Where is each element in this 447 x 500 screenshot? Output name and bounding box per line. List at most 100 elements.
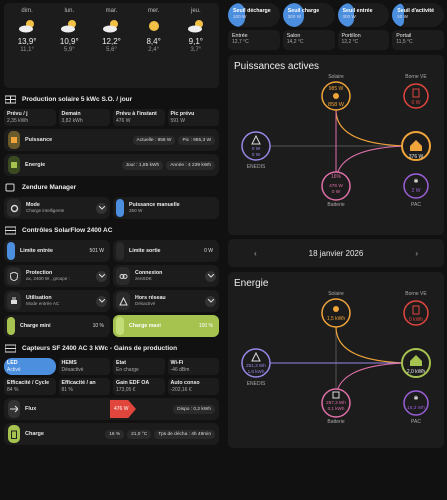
manual-power-slider[interactable]: Puissance manuelle 250 W — [113, 197, 219, 219]
weather-high: 10,9° — [59, 37, 79, 46]
cell-label: Demain — [61, 111, 81, 117]
plug-icon — [7, 292, 21, 310]
borne-ve-node[interactable]: Borne VE 0 kWh — [403, 291, 429, 326]
auto-conso-cell[interactable]: Auto conso -202,16 € — [167, 378, 219, 395]
cell-value: 591 W — [170, 117, 185, 124]
room-portillon[interactable]: Portillon 12,2 °C — [337, 30, 390, 50]
card-title: Puissances actives — [234, 61, 320, 72]
battery-node[interactable]: 16% 476 W 0 W Batterie — [321, 171, 351, 208]
pac-node[interactable]: ✱ 2 W PAC — [403, 173, 429, 208]
limite-entree-slider[interactable]: Limite entrée 501 W — [4, 240, 110, 262]
utilisation-select[interactable]: Utilisation Mode entrée AC — [4, 290, 110, 312]
weather-day-name: mer. — [147, 8, 160, 14]
enedis-node[interactable]: 0 W 0 W ENEDIS — [241, 131, 271, 170]
limite-sortie-slider[interactable]: Limite sortie 0 W — [113, 240, 219, 262]
sun-icon — [333, 93, 339, 99]
room-temp: 11,5 °C — [396, 39, 413, 45]
energie-bar[interactable]: Energie Jour : 1,85 kWh Année : 4 239 kW… — [4, 154, 219, 176]
cell-label: Wi-Fi — [170, 360, 184, 366]
weather-day: mar. 12,2° 5,6° — [93, 8, 129, 88]
slider-fill[interactable] — [7, 242, 15, 260]
charge-time-chip: Tps de décha : 4h 49min — [154, 429, 215, 439]
flux-bar[interactable]: Flux 476 W Dispo : 0,2 kWh — [4, 398, 219, 420]
partly-cloudy-icon — [101, 18, 121, 34]
led-toggle[interactable]: LED Activé — [4, 358, 56, 375]
room-salon[interactable]: Salon 14,2 °C — [282, 30, 335, 50]
house-icon — [410, 355, 422, 366]
charge-mini-slider[interactable]: Charge mini 10 % — [4, 315, 110, 337]
etat-cell[interactable]: Etat En charge — [113, 358, 165, 375]
slider-fill — [337, 3, 355, 27]
chevron-down-icon[interactable] — [205, 295, 216, 307]
solar-node[interactable]: Solaire 985 W 858 W — [321, 74, 351, 111]
seuil-activite-slider[interactable]: Seuil d'activité 50 W — [392, 3, 444, 27]
grid-tower-icon — [251, 134, 261, 145]
slider-fill[interactable] — [116, 317, 124, 335]
gear-icon — [7, 199, 21, 217]
chevron-down-icon[interactable] — [96, 270, 107, 282]
chevron-down-icon[interactable] — [96, 295, 107, 307]
hems-cell[interactable]: HEMS Désactivé — [58, 358, 110, 375]
chevron-right-icon[interactable]: › — [415, 248, 418, 258]
chevron-down-icon[interactable] — [96, 202, 107, 214]
gain-edf-cell[interactable]: Gain EDF OA 173,05 € — [113, 378, 165, 395]
date-label[interactable]: 18 janvier 2026 — [308, 248, 364, 258]
efficacite-an-cell[interactable]: Efficacité / an 81 % — [58, 378, 110, 395]
charge-mini-value: 10 % — [92, 323, 104, 329]
solar-node[interactable]: Solaire 1,5 kWh — [321, 291, 351, 328]
enedis-node[interactable]: 251,3 Wh 1,8 kWh ENEDIS — [241, 348, 271, 387]
protection-select[interactable]: Protection ax, 2400 W , groupe : — [4, 265, 110, 287]
wifi-cell[interactable]: Wi-Fi -46 dBm — [167, 358, 219, 375]
battery-out-value: 0 W — [332, 189, 341, 195]
forecast-peak[interactable]: Pic prévu 591 W — [167, 109, 219, 126]
card-title: Energie — [234, 278, 269, 289]
ev-charger-icon — [412, 88, 420, 98]
partly-cloudy-icon — [186, 18, 206, 34]
hors-reseau-select[interactable]: Hors réseau Désactivé — [113, 290, 219, 312]
charge-maxi-value: 100 % — [198, 323, 213, 329]
chevron-down-icon[interactable] — [205, 270, 216, 282]
forecast-today[interactable]: Prévu / j 2,35 kWh — [4, 109, 56, 126]
seuil-entree-slider[interactable]: Seuil entrée 300 W — [337, 3, 390, 27]
seuil-charge-slider[interactable]: Seuil charge 300 W — [282, 3, 335, 27]
pac-node[interactable]: ✱ 18,3 Wh PAC — [403, 390, 429, 425]
energy-icon — [8, 156, 20, 174]
forecast-now[interactable]: Prévu à l'instant 476 W — [113, 109, 165, 126]
battery-pct: 16% — [331, 174, 342, 180]
sunny-icon — [144, 18, 164, 34]
cell-label: Efficacité / Cycle — [7, 380, 50, 386]
efficacite-cycle-cell[interactable]: Efficacité / Cycle 84 % — [4, 378, 56, 395]
connexion-select[interactable]: Connexion zenSDK — [113, 265, 219, 287]
puissance-bar[interactable]: Puissance Actuelle : 858 W Pic : 985,3 W — [4, 129, 219, 151]
mode-select[interactable]: Mode Charge intelligente — [4, 197, 110, 219]
mode-value: Charge intelligente — [26, 208, 65, 213]
room-portail[interactable]: Portail 11,5 °C — [392, 30, 444, 50]
charge-maxi-slider[interactable]: Charge maxi 100 % — [113, 315, 219, 337]
cell-value: 84 % — [7, 386, 19, 393]
house-node[interactable]: 2,0 kWh — [401, 348, 431, 378]
battery-node[interactable]: 257,3 Wh 0,1 kWh Batterie — [321, 388, 351, 425]
cell-label: Etat — [116, 360, 127, 366]
cell-label: Prévu / j — [7, 111, 28, 117]
cell-value: 3,82 kWh — [61, 117, 83, 124]
capteurs-section-header: Capteurs SF 2400 AC 3 kWc - Gains de pro… — [4, 341, 219, 355]
chevron-left-icon[interactable]: ‹ — [253, 248, 257, 258]
seuil-decharge-slider[interactable]: Seuil décharge 100 W — [228, 3, 280, 27]
slider-fill[interactable] — [116, 199, 124, 217]
slider-fill[interactable] — [116, 242, 124, 260]
puissance-current-chip: Actuelle : 858 W — [132, 135, 176, 145]
room-label: Entrée — [232, 33, 248, 39]
weather-high: 12,2° — [102, 37, 121, 46]
slider-fill[interactable] — [7, 317, 15, 335]
borne-ve-node[interactable]: Borne VE 0 W — [403, 74, 429, 109]
node-label: PAC — [411, 419, 421, 425]
solar-power-icon — [8, 131, 20, 149]
room-entree[interactable]: Entrée 12,7 °C — [228, 30, 280, 50]
battery-in-value: 476 W — [329, 183, 343, 189]
utilisation-label: Utilisation — [26, 295, 52, 301]
weather-high: 8,4° — [146, 37, 161, 46]
charge-bar[interactable]: Charge 16 % 21,0 °C Tps de décha : 4h 49… — [4, 423, 219, 445]
forecast-tomorrow[interactable]: Demain 3,82 kWh — [58, 109, 110, 126]
house-node[interactable]: 376 W — [401, 131, 431, 161]
enedis-in-value: 251,3 Wh — [246, 363, 266, 368]
